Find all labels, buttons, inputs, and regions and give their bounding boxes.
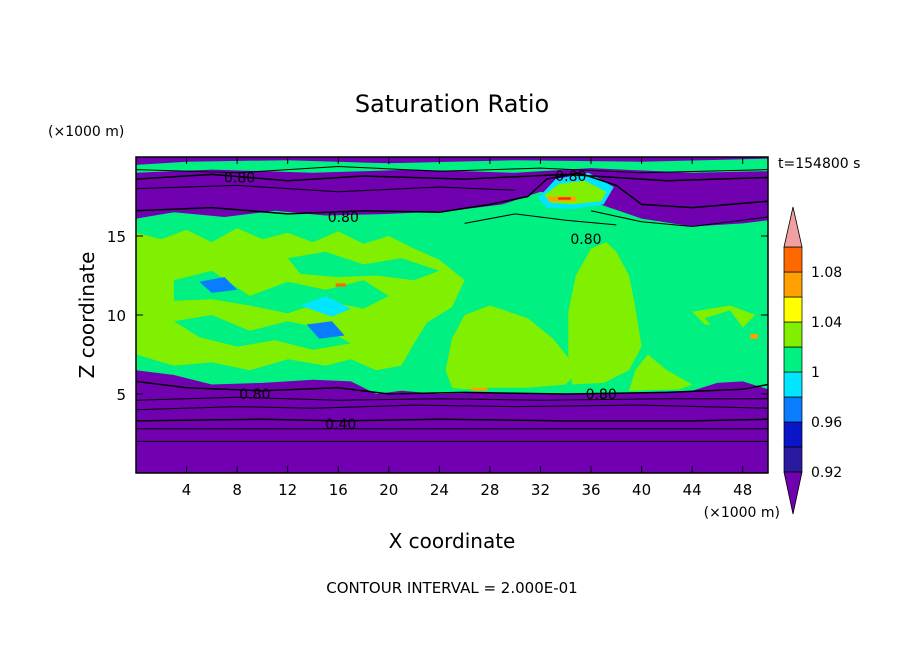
colorbar-label: 1 xyxy=(811,365,820,381)
time-label: t=154800 s xyxy=(778,156,860,172)
contour-fill-region xyxy=(704,310,743,333)
contour-fill-field xyxy=(136,157,768,473)
contour-line xyxy=(136,396,768,401)
contour-labels: 0.80 0.80 0.80 0.80 0.80 0.80 0.40 xyxy=(224,169,617,433)
contour-fill-region xyxy=(306,321,345,339)
contour-fill-region xyxy=(558,197,571,200)
contour-fill-region xyxy=(300,296,351,317)
contour-line xyxy=(590,210,768,228)
contour-label: 0.80 xyxy=(224,171,255,187)
x-tick-label: 28 xyxy=(480,481,499,499)
x-tick-label: 16 xyxy=(329,481,348,499)
colorbar-segment xyxy=(783,346,803,373)
x-tick-label: 20 xyxy=(379,481,398,499)
colorbar-label: 0.92 xyxy=(811,465,842,481)
y-tick-label: 10 xyxy=(107,307,126,325)
contour-line xyxy=(136,404,768,411)
y-axis-label: Z coordinate xyxy=(75,252,99,379)
colorbar-segment xyxy=(783,321,803,348)
colorbar-segment xyxy=(783,371,803,398)
y-tick-label: 15 xyxy=(107,228,126,246)
chart-title: Saturation Ratio xyxy=(355,90,549,118)
contour-line xyxy=(136,173,768,182)
contour-line xyxy=(136,418,768,422)
contour-fill-region xyxy=(629,354,693,391)
colorbar-segment xyxy=(783,296,803,323)
contour-lines xyxy=(136,165,768,442)
colorbar-segment xyxy=(783,271,803,298)
contour-fill-region xyxy=(568,242,642,385)
contour-label: 0.80 xyxy=(239,387,270,403)
x-tick-label: 4 xyxy=(182,481,192,499)
y-unit-label: (×1000 m) xyxy=(48,124,124,140)
x-tick-label: 8 xyxy=(232,481,242,499)
colorbar-segment xyxy=(783,246,803,273)
contour-fill-region xyxy=(445,305,579,390)
colorbar-label: 1.08 xyxy=(811,265,842,281)
contour-fill-region xyxy=(173,315,351,350)
contour-line xyxy=(136,184,516,193)
colorbar-label: 1.04 xyxy=(811,315,842,331)
x-axis-label: X coordinate xyxy=(389,529,516,553)
colorbar-label: 0.96 xyxy=(811,415,842,431)
colorbar-segment xyxy=(783,421,803,448)
colorbar: 0.92 0.96 1 1.04 1.08 xyxy=(783,206,842,515)
x-tick-label: 48 xyxy=(733,481,752,499)
x-tick-label: 12 xyxy=(278,481,297,499)
y-tick-label: 5 xyxy=(116,386,126,404)
contour-label: 0.80 xyxy=(570,232,601,248)
x-tick-label: 32 xyxy=(531,481,550,499)
contour-label: 0.40 xyxy=(325,417,356,433)
colorbar-segment xyxy=(783,446,803,473)
contour-fill-region xyxy=(692,262,768,281)
colorbar-top-triangle xyxy=(783,206,803,248)
contour-interval-footer: CONTOUR INTERVAL = 2.000E-01 xyxy=(326,579,577,597)
contour-line xyxy=(136,165,768,174)
contour-line xyxy=(136,380,768,395)
contour-line xyxy=(136,172,768,215)
contour-label: 0.80 xyxy=(555,169,586,185)
x-tick-label: 36 xyxy=(581,481,600,499)
x-unit-label: (×1000 m) xyxy=(704,505,780,521)
x-axis-ticks: 4 8 12 16 20 24 28 32 36 40 44 48 xyxy=(182,157,752,499)
colorbar-segment xyxy=(783,396,803,423)
x-tick-label: 40 xyxy=(632,481,651,499)
x-tick-label: 44 xyxy=(683,481,702,499)
colorbar-bottom-triangle xyxy=(783,471,803,515)
contour-fill-region xyxy=(750,334,758,339)
x-tick-label: 24 xyxy=(430,481,449,499)
contour-label: 0.80 xyxy=(586,387,617,403)
contour-label: 0.80 xyxy=(328,210,359,226)
contour-line xyxy=(464,213,617,226)
contour-fill-region xyxy=(471,387,488,391)
contour-fill-region xyxy=(287,251,440,281)
contour-fill-region xyxy=(199,277,238,293)
contour-fill-region xyxy=(335,283,346,287)
y-axis-ticks: 5 10 15 xyxy=(107,228,768,404)
